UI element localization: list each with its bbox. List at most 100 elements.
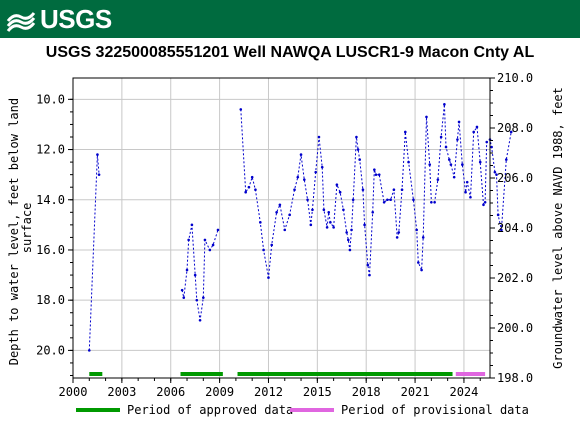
- data-point: [270, 243, 274, 247]
- data-point: [465, 180, 469, 184]
- data-point: [430, 200, 433, 204]
- data-point: [457, 120, 461, 124]
- data-point: [198, 318, 202, 322]
- data-point: [311, 208, 314, 212]
- data-point: [407, 160, 410, 164]
- data-point: [306, 198, 309, 202]
- data-point: [452, 175, 456, 179]
- data-point: [216, 228, 220, 232]
- data-point: [190, 223, 194, 227]
- y2-tick-label: 202.0: [497, 271, 533, 285]
- data-point: [417, 261, 420, 264]
- legend: Period of approved data Period of provis…: [76, 403, 529, 417]
- data-point: [475, 125, 479, 129]
- data-point: [254, 188, 257, 192]
- series-line: [240, 104, 512, 278]
- data-point: [322, 208, 326, 212]
- data-point: [421, 236, 425, 239]
- data-point: [469, 195, 472, 199]
- data-point: [327, 211, 331, 214]
- data-point: [495, 173, 498, 176]
- data-point: [288, 213, 291, 217]
- data-point: [309, 223, 313, 227]
- y-tick-label: 12.0: [36, 143, 65, 157]
- y-tick-label: 20.0: [36, 343, 65, 357]
- data-point: [449, 163, 453, 166]
- data-point: [464, 190, 467, 194]
- data-point: [262, 248, 265, 252]
- series-layer: [87, 103, 513, 352]
- data-point: [193, 273, 197, 277]
- data-point: [350, 228, 353, 232]
- data-point: [374, 173, 378, 176]
- y2-tick-label: 206.0: [497, 171, 533, 185]
- data-point: [456, 138, 459, 141]
- data-point: [373, 168, 376, 171]
- y2-tick-label: 210.0: [497, 71, 533, 85]
- x-tick-label: 2006: [156, 385, 185, 399]
- data-point: [180, 288, 184, 292]
- x-tick-label: 2018: [352, 385, 381, 399]
- data-point: [504, 158, 508, 161]
- data-point: [397, 231, 401, 234]
- data-point: [447, 158, 451, 161]
- data-point: [348, 248, 352, 252]
- data-point: [392, 188, 396, 192]
- y-tick-label: 18.0: [36, 293, 65, 307]
- axes-layer: 2000 2003 2006 2009 2012 2015 2018 2021 2024 10.0…: [36, 71, 533, 399]
- data-point: [345, 231, 348, 234]
- x-tick-label: 2003: [107, 385, 136, 399]
- data-point: [247, 185, 251, 189]
- x-tick-label: 2024: [449, 385, 478, 399]
- chart-title: USGS 322500085551201 Well NAWQA LUSCR1-9…: [45, 44, 535, 61]
- data-point: [361, 188, 365, 192]
- data-point: [244, 190, 247, 194]
- data-point: [389, 198, 392, 202]
- x-tick-label: 2000: [59, 385, 88, 399]
- data-point: [332, 226, 335, 229]
- data-point: [472, 130, 476, 134]
- data-point: [296, 175, 300, 179]
- data-point: [259, 221, 262, 224]
- data-point: [386, 198, 389, 202]
- data-point: [493, 170, 497, 174]
- data-point: [478, 160, 482, 164]
- data-point: [425, 115, 428, 119]
- data-point: [482, 203, 485, 207]
- data-point: [490, 145, 493, 149]
- y-tick-label: 10.0: [36, 92, 65, 106]
- data-point: [358, 158, 361, 161]
- y2-tick-label: 204.0: [497, 221, 533, 235]
- data-point: [461, 163, 464, 166]
- y2-tick-label: 198.0: [497, 371, 533, 385]
- series-line: [181, 224, 219, 321]
- data-point: [278, 203, 282, 207]
- legend-provisional-label: Period of provisional data: [341, 403, 529, 417]
- data-point: [299, 153, 303, 156]
- usgs-logo: USGS: [6, 3, 112, 35]
- data-point: [355, 135, 358, 139]
- data-point: [267, 276, 270, 279]
- data-point: [443, 103, 446, 106]
- data-point: [415, 228, 418, 232]
- data-point: [444, 145, 448, 149]
- data-point: [509, 130, 513, 134]
- data-point: [485, 140, 489, 144]
- data-point: [433, 200, 436, 204]
- data-point: [325, 226, 329, 229]
- data-point: [377, 173, 381, 176]
- usgs-logo-text: USGS: [40, 3, 112, 34]
- data-point: [403, 130, 407, 134]
- data-point: [335, 183, 339, 186]
- grid-layer: [72, 78, 490, 378]
- y-tick-label: 16.0: [36, 243, 65, 257]
- data-point: [314, 170, 318, 174]
- data-point: [428, 163, 432, 166]
- data-point: [436, 178, 440, 181]
- data-point: [368, 273, 371, 277]
- data-point: [320, 165, 324, 169]
- x-tick-label: 2012: [254, 385, 283, 399]
- x-tick-label: 2009: [205, 385, 234, 399]
- data-point: [275, 211, 278, 214]
- data-point: [483, 200, 487, 204]
